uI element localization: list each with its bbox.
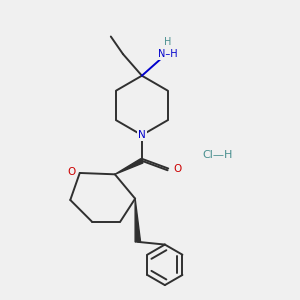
Text: N: N bbox=[138, 130, 146, 140]
Text: Cl—H: Cl—H bbox=[202, 150, 233, 161]
Polygon shape bbox=[115, 159, 143, 174]
Text: N–H: N–H bbox=[158, 49, 177, 59]
Text: O: O bbox=[173, 164, 181, 174]
Text: H: H bbox=[164, 37, 171, 47]
Polygon shape bbox=[135, 199, 140, 242]
Text: O: O bbox=[68, 167, 76, 177]
